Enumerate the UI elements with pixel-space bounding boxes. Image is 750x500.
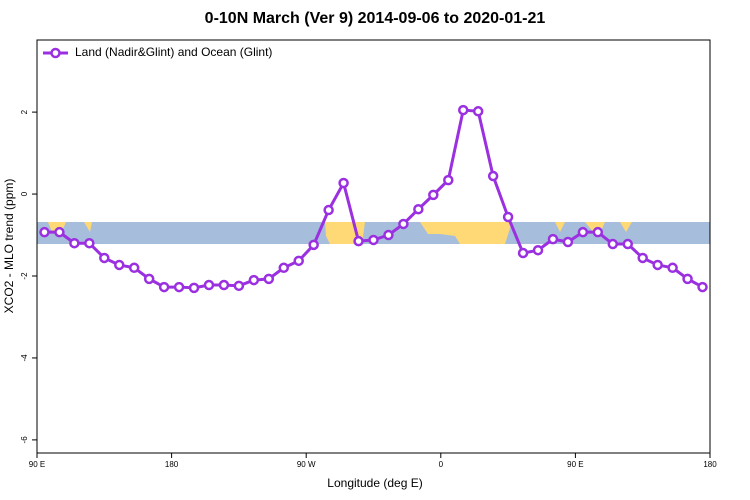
point — [577, 226, 589, 238]
y-tick-label: -2 — [20, 272, 29, 280]
point — [293, 255, 304, 267]
point — [278, 262, 290, 274]
y-tick-label: 2 — [20, 109, 29, 114]
x-tick-label: 90 E — [567, 460, 583, 469]
y-tick-label: -6 — [20, 436, 29, 444]
point — [114, 259, 125, 271]
point — [368, 234, 379, 246]
point — [487, 170, 499, 182]
point — [353, 235, 364, 247]
point — [84, 237, 95, 249]
point — [682, 273, 693, 285]
point — [263, 273, 275, 285]
point — [622, 238, 633, 250]
point — [443, 174, 454, 186]
x-tick-label: 0 — [439, 460, 444, 469]
point — [39, 226, 50, 238]
chart-title: 0-10N March (Ver 9) 2014-09-06 to 2020-0… — [205, 10, 546, 27]
x-tick-label: 180 — [165, 460, 179, 469]
x-axis-label: Longitude (deg E) — [327, 476, 422, 490]
point — [188, 282, 200, 294]
point — [502, 211, 514, 223]
legend-marker — [50, 47, 61, 59]
point — [398, 218, 409, 230]
point — [428, 189, 439, 201]
point — [457, 104, 469, 116]
point — [532, 244, 544, 256]
point — [607, 238, 619, 250]
point — [203, 279, 215, 291]
point — [697, 281, 708, 293]
point — [383, 229, 394, 241]
point — [472, 106, 484, 117]
point — [308, 239, 319, 251]
point — [158, 281, 170, 293]
point — [233, 280, 245, 292]
point — [637, 252, 648, 264]
point — [338, 177, 349, 189]
x-tick-label: 90 E — [29, 460, 45, 469]
y-tick-label: 0 — [20, 191, 29, 196]
point — [248, 274, 260, 286]
y-axis-label: XCO2 - MLO trend (ppm) — [2, 179, 16, 314]
point — [99, 252, 110, 264]
point — [667, 262, 678, 274]
y-tick-label: -4 — [20, 354, 29, 362]
point — [517, 247, 529, 259]
legend-label: Land (Nadir&Glint) and Ocean (Glint) — [75, 45, 272, 59]
point — [128, 262, 140, 274]
point — [323, 204, 334, 216]
series-line — [44, 108, 704, 290]
point — [218, 279, 230, 291]
point — [173, 281, 185, 293]
point — [652, 259, 663, 271]
point — [562, 236, 574, 248]
x-tick-label: 90 W — [297, 460, 316, 469]
point — [69, 237, 80, 249]
point — [54, 226, 65, 238]
point — [143, 273, 155, 285]
point — [547, 233, 559, 245]
plot-frame — [36, 39, 711, 454]
map-band — [37, 222, 710, 244]
x-tick-label: 180 — [703, 460, 717, 469]
point — [413, 203, 424, 215]
point — [592, 226, 604, 238]
